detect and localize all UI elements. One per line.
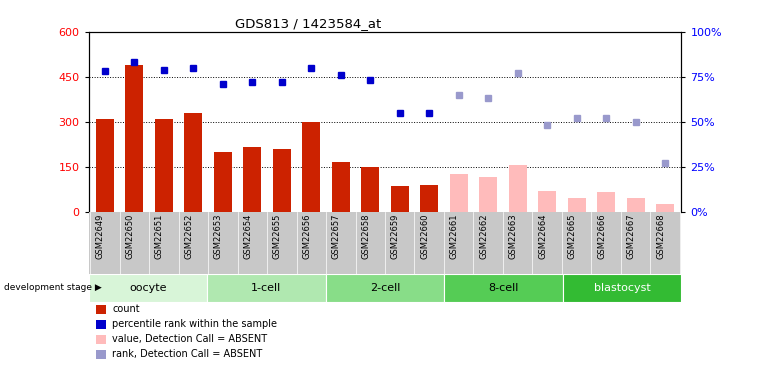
Bar <box>89 274 207 302</box>
Bar <box>568 198 585 212</box>
Bar <box>538 191 556 212</box>
Bar <box>326 274 444 302</box>
Bar <box>273 149 290 212</box>
Text: GSM22667: GSM22667 <box>627 214 636 260</box>
Text: GSM22660: GSM22660 <box>420 214 429 259</box>
Bar <box>391 186 409 212</box>
Bar <box>243 147 261 212</box>
Text: GSM22657: GSM22657 <box>332 214 341 259</box>
Bar <box>185 113 202 212</box>
Text: 1-cell: 1-cell <box>251 283 282 293</box>
Bar <box>361 167 379 212</box>
Bar <box>563 274 681 302</box>
Bar <box>96 119 114 212</box>
Text: oocyte: oocyte <box>129 283 166 293</box>
Bar <box>126 65 143 212</box>
Text: GSM22654: GSM22654 <box>243 214 253 259</box>
Bar <box>444 274 563 302</box>
Text: GSM22668: GSM22668 <box>656 214 665 260</box>
Text: blastocyst: blastocyst <box>594 283 651 293</box>
Bar <box>598 192 615 212</box>
Bar <box>509 165 527 212</box>
Text: 2-cell: 2-cell <box>370 283 400 293</box>
Text: development stage ▶: development stage ▶ <box>4 284 102 292</box>
Bar <box>214 152 232 212</box>
Text: GSM22656: GSM22656 <box>303 214 311 259</box>
Text: GSM22650: GSM22650 <box>126 214 134 259</box>
Text: GSM22666: GSM22666 <box>598 214 606 260</box>
Text: GSM22658: GSM22658 <box>361 214 370 259</box>
Bar <box>332 162 350 212</box>
Bar <box>450 174 467 212</box>
Bar <box>627 198 644 212</box>
Text: value, Detection Call = ABSENT: value, Detection Call = ABSENT <box>112 334 267 344</box>
Bar <box>480 177 497 212</box>
Text: GSM22662: GSM22662 <box>479 214 488 259</box>
Text: GSM22659: GSM22659 <box>390 214 400 259</box>
Text: GSM22649: GSM22649 <box>95 214 105 259</box>
Text: GSM22652: GSM22652 <box>184 214 193 259</box>
Text: GSM22653: GSM22653 <box>214 214 223 259</box>
Bar <box>420 185 438 212</box>
Bar <box>155 119 172 212</box>
Text: count: count <box>112 304 140 314</box>
Text: GSM22661: GSM22661 <box>450 214 459 259</box>
Text: GSM22655: GSM22655 <box>273 214 282 259</box>
Text: GSM22663: GSM22663 <box>509 214 517 260</box>
Bar <box>303 122 320 212</box>
Text: rank, Detection Call = ABSENT: rank, Detection Call = ABSENT <box>112 350 263 359</box>
Text: 8-cell: 8-cell <box>488 283 519 293</box>
Bar <box>656 204 674 212</box>
Text: GSM22651: GSM22651 <box>155 214 164 259</box>
Bar <box>207 274 326 302</box>
Text: GSM22665: GSM22665 <box>567 214 577 259</box>
Text: percentile rank within the sample: percentile rank within the sample <box>112 320 277 329</box>
Text: GDS813 / 1423584_at: GDS813 / 1423584_at <box>235 17 381 30</box>
Text: GSM22664: GSM22664 <box>538 214 547 259</box>
